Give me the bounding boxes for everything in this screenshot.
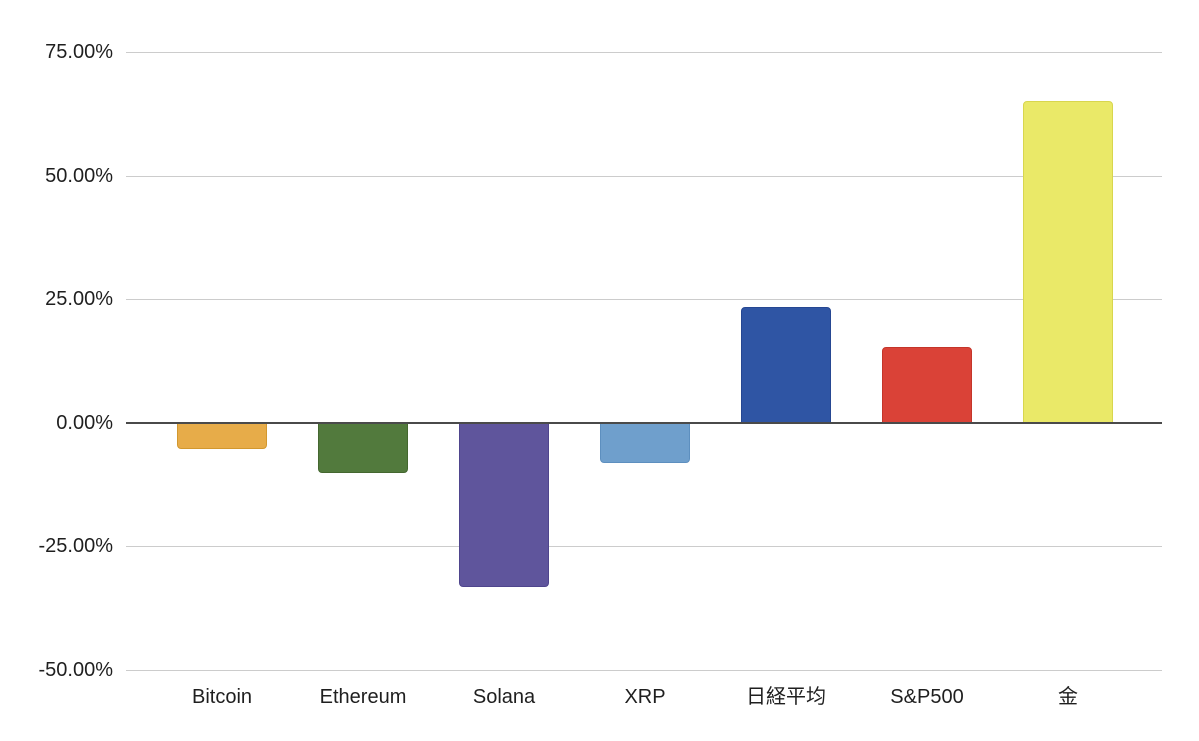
x-tick-label-ethereum: Ethereum — [319, 686, 407, 708]
bar-sp500 — [882, 346, 972, 423]
y-tick-label: 75.00% — [45, 41, 113, 63]
gridline — [126, 546, 1162, 548]
gridline — [126, 670, 1162, 671]
baseline — [126, 421, 1162, 424]
gridline — [126, 175, 1162, 177]
x-tick-label-gold: 金 — [1058, 686, 1078, 708]
bar-ethereum — [318, 422, 408, 473]
bar-solana — [459, 422, 549, 587]
bar-bitcoin — [177, 422, 267, 449]
bar-gold — [1023, 101, 1113, 423]
x-tick-label-nikkei: 日経平均 — [746, 686, 826, 708]
x-tick-label-solana: Solana — [472, 686, 536, 708]
y-tick-label: -50.00% — [38, 659, 114, 681]
gridline — [126, 52, 1162, 53]
x-tick-label-xrp: XRP — [624, 686, 666, 708]
bar-xrp — [600, 422, 690, 464]
y-tick-label: 0.00% — [56, 411, 113, 434]
bar-nikkei — [741, 306, 831, 423]
x-tick-label-sp500: S&P500 — [890, 686, 964, 708]
gridline — [126, 299, 1162, 301]
y-tick-label: 25.00% — [45, 288, 113, 311]
y-tick-label: -25.00% — [38, 535, 114, 558]
x-tick-label-bitcoin: Bitcoin — [191, 686, 253, 708]
y-tick-label: 50.00% — [45, 164, 113, 187]
